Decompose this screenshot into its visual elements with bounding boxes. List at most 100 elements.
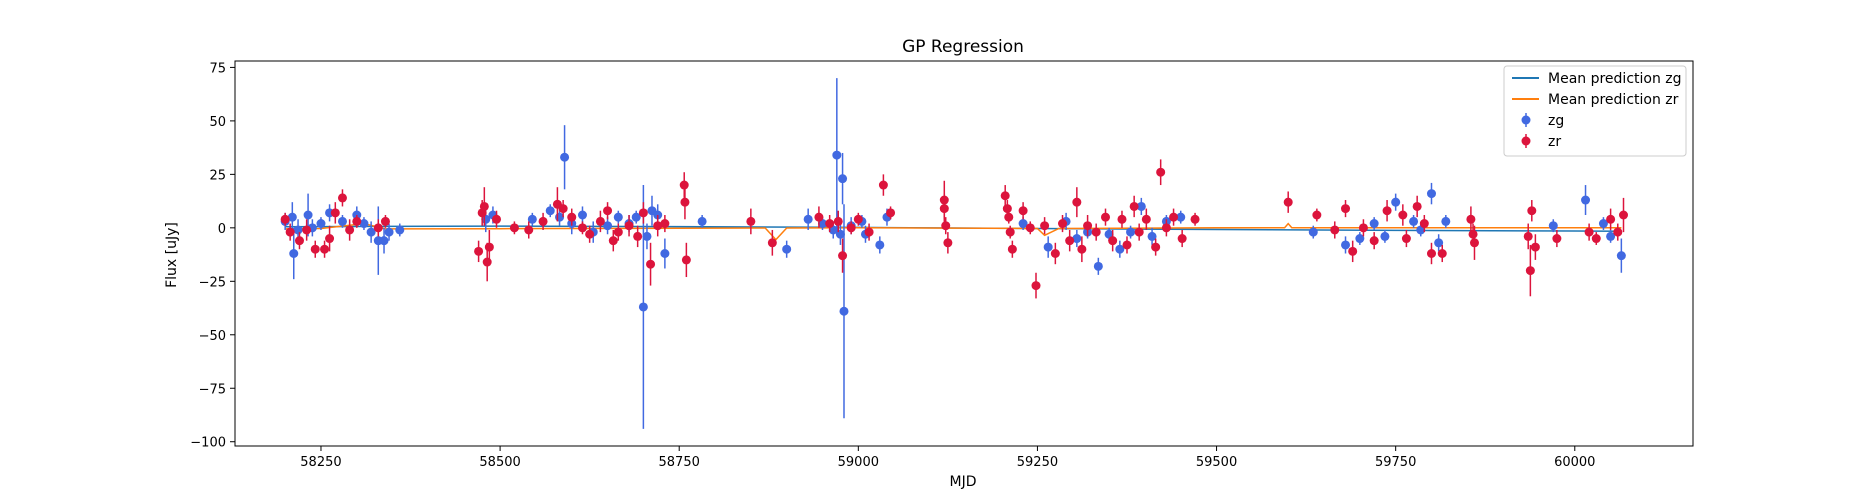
zg-point	[697, 216, 707, 226]
zg-point	[293, 225, 303, 235]
zr-point	[638, 208, 648, 218]
zg-point	[1093, 261, 1103, 271]
zr-point	[1058, 219, 1068, 229]
zr-point	[1065, 236, 1075, 246]
zr-point	[1091, 227, 1101, 237]
zr-point	[1050, 249, 1060, 258]
x-tick-label: 59000	[838, 455, 879, 470]
zg-point	[384, 227, 394, 237]
zg-point	[287, 212, 297, 222]
zg-point	[642, 231, 652, 241]
legend-swatch-zr	[1521, 136, 1531, 146]
zg-point	[1355, 234, 1365, 244]
x-tick-label: 58250	[300, 455, 341, 470]
zg-point	[613, 212, 623, 222]
zr-point	[1468, 229, 1478, 239]
y-axis: 75 50 25 0 −25 −50 −75 −100	[190, 61, 235, 451]
zg-point	[839, 306, 849, 316]
zr-point	[1584, 227, 1594, 237]
chart-title: GP Regression	[902, 37, 1024, 57]
zg-point	[638, 302, 648, 312]
zr-point	[524, 225, 534, 235]
plot-frame	[234, 60, 1694, 447]
zr-point	[482, 257, 492, 267]
legend-label-zg: zg	[1548, 113, 1564, 129]
zr-point	[1283, 197, 1293, 207]
zg-point	[1606, 231, 1616, 241]
zg-point	[1308, 227, 1318, 237]
zr-point	[1426, 249, 1436, 258]
zr-point	[1437, 249, 1447, 258]
zg-point	[577, 210, 587, 220]
zr-point	[1469, 238, 1479, 248]
zg-point	[1391, 197, 1401, 207]
legend-label-zr: zr	[1548, 134, 1561, 150]
zr-point	[1401, 234, 1411, 244]
zr-point	[1025, 223, 1035, 233]
zr-point	[492, 214, 502, 224]
zr-point	[680, 197, 690, 207]
y-tick-label: 25	[209, 168, 226, 183]
zr-point	[1398, 210, 1408, 220]
zr-point	[1312, 210, 1322, 220]
zr-point	[1523, 231, 1533, 241]
zg-point	[1598, 219, 1608, 229]
zr-point	[479, 201, 489, 211]
zg-point	[1147, 231, 1157, 241]
zr-point	[1007, 244, 1017, 254]
zr-point	[1552, 234, 1562, 244]
zg-point	[803, 214, 813, 224]
x-tick-label: 60000	[1554, 455, 1595, 470]
zr-point	[1072, 197, 1082, 207]
x-axis-label: MJD	[950, 474, 977, 490]
zr-point	[345, 225, 355, 235]
zr-point	[825, 219, 835, 229]
zr-point	[1077, 244, 1087, 254]
zg-point	[316, 219, 326, 229]
zr-point	[484, 242, 494, 252]
zr-point	[1151, 242, 1161, 252]
zr-point	[294, 236, 304, 246]
zr-point	[1530, 242, 1540, 252]
zg-point	[560, 152, 570, 162]
zr-point	[1117, 214, 1127, 224]
zg-point	[1380, 231, 1390, 241]
y-tick-label: 75	[209, 61, 226, 76]
zg-point	[832, 150, 842, 160]
zr-point	[767, 238, 777, 248]
zr-point	[653, 221, 663, 231]
zr-point	[302, 225, 312, 235]
zr-point	[878, 180, 888, 190]
zr-point	[1000, 191, 1010, 201]
zr-point	[746, 216, 756, 226]
zg-point	[838, 174, 848, 184]
zr-point	[853, 214, 863, 224]
y-tick-label: 50	[209, 115, 226, 130]
y-tick-label: −75	[199, 382, 226, 397]
zr-point	[1412, 201, 1422, 211]
zr-point	[577, 223, 587, 233]
legend-label-mean-prediction-zr: Mean prediction zr	[1548, 92, 1679, 108]
zr-point	[1369, 236, 1379, 246]
zr-point	[1101, 212, 1111, 222]
zr-point	[613, 227, 623, 237]
zr-point	[1382, 206, 1392, 216]
zr-point	[1177, 234, 1187, 244]
zr-point	[538, 216, 548, 226]
zr-point	[838, 251, 848, 261]
zg-point	[782, 244, 792, 254]
zr-point	[833, 216, 843, 226]
x-tick-label: 59250	[1017, 455, 1058, 470]
zg-point	[395, 225, 405, 235]
y-tick-label: −25	[199, 275, 226, 290]
y-tick-label: 0	[218, 222, 226, 237]
zr-point	[1613, 227, 1623, 237]
x-tick-label: 59750	[1375, 455, 1416, 470]
zr-point	[1141, 214, 1151, 224]
zr-point	[1419, 219, 1429, 229]
zg-point	[1072, 234, 1082, 244]
zg-point	[1441, 216, 1451, 226]
zg-point	[631, 212, 641, 222]
